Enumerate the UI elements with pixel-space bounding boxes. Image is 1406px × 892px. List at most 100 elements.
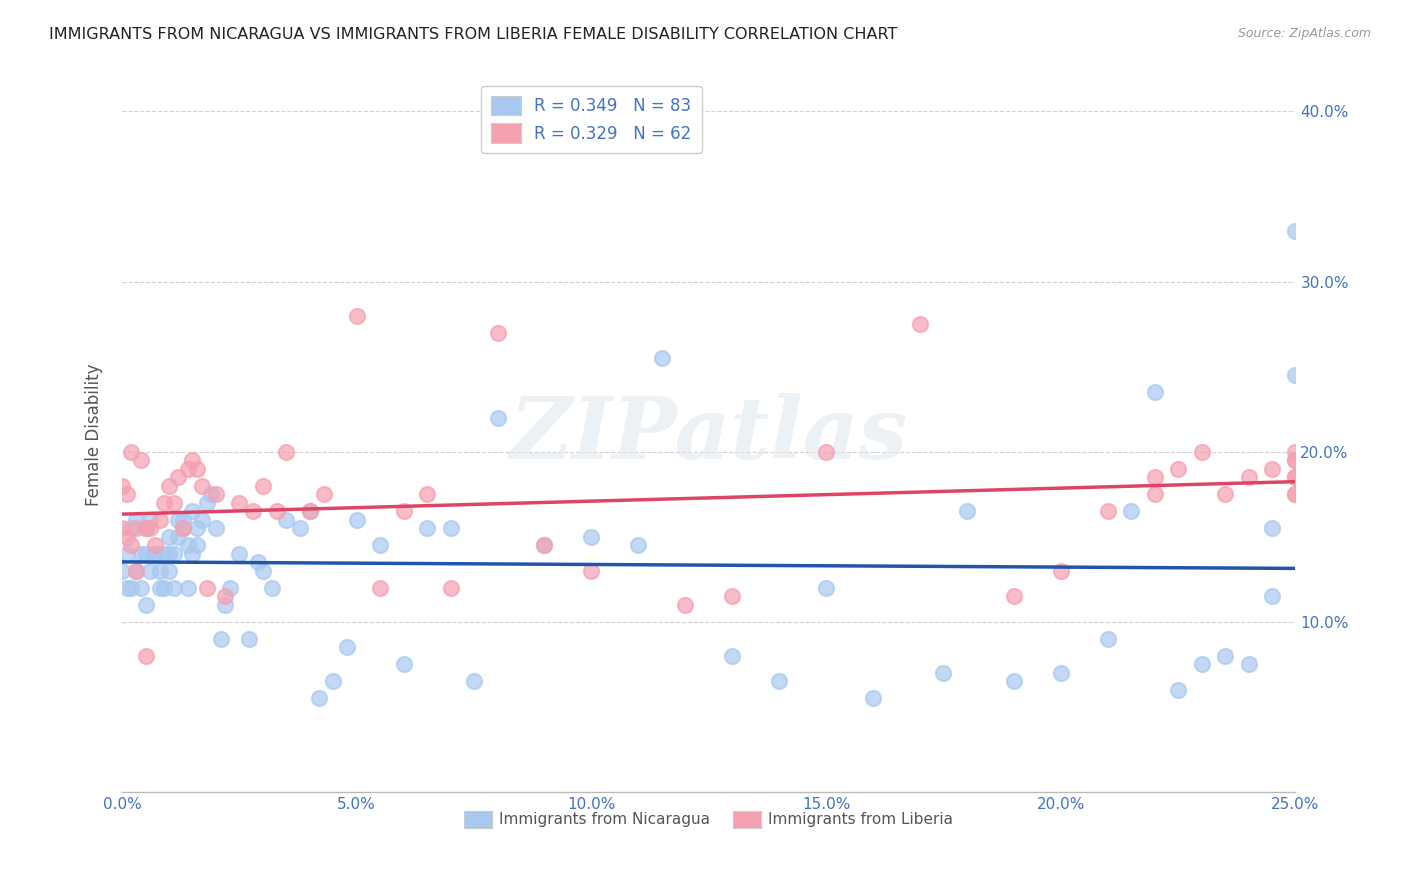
Point xyxy=(172,521,194,535)
Point xyxy=(186,521,208,535)
Point xyxy=(392,504,415,518)
Point xyxy=(1167,682,1189,697)
Text: IMMIGRANTS FROM NICARAGUA VS IMMIGRANTS FROM LIBERIA FEMALE DISABILITY CORRELATI: IMMIGRANTS FROM NICARAGUA VS IMMIGRANTS … xyxy=(49,27,897,42)
Point xyxy=(167,530,190,544)
Point xyxy=(177,538,200,552)
Point xyxy=(721,648,744,663)
Point xyxy=(673,598,696,612)
Point xyxy=(209,632,232,646)
Point xyxy=(200,487,222,501)
Point xyxy=(956,504,979,518)
Point xyxy=(115,530,138,544)
Point xyxy=(1237,657,1260,672)
Point xyxy=(1261,590,1284,604)
Point xyxy=(134,648,156,663)
Point xyxy=(153,581,176,595)
Point xyxy=(134,521,156,535)
Point xyxy=(186,538,208,552)
Text: ZIPatlas: ZIPatlas xyxy=(510,393,908,476)
Point xyxy=(1284,444,1306,458)
Point xyxy=(115,547,138,561)
Point xyxy=(205,487,228,501)
Point xyxy=(219,581,242,595)
Point xyxy=(416,521,439,535)
Point xyxy=(195,581,218,595)
Point xyxy=(167,513,190,527)
Point xyxy=(1284,453,1306,467)
Point xyxy=(276,444,298,458)
Point xyxy=(125,521,148,535)
Point xyxy=(627,538,650,552)
Legend: Immigrants from Nicaragua, Immigrants from Liberia: Immigrants from Nicaragua, Immigrants fr… xyxy=(458,805,959,834)
Point xyxy=(262,581,284,595)
Point xyxy=(486,410,509,425)
Point xyxy=(581,564,603,578)
Point xyxy=(298,504,321,518)
Point xyxy=(247,555,270,569)
Point xyxy=(298,504,321,518)
Point xyxy=(533,538,555,552)
Point xyxy=(439,521,461,535)
Point xyxy=(172,521,194,535)
Point xyxy=(186,461,208,475)
Point xyxy=(120,538,142,552)
Point xyxy=(191,513,214,527)
Point xyxy=(125,564,148,578)
Point xyxy=(533,538,555,552)
Point xyxy=(129,453,152,467)
Point xyxy=(1284,470,1306,484)
Point xyxy=(1143,385,1166,400)
Point xyxy=(1213,648,1236,663)
Point xyxy=(1121,504,1143,518)
Point xyxy=(134,598,156,612)
Point xyxy=(1237,470,1260,484)
Point xyxy=(177,581,200,595)
Point xyxy=(1191,657,1213,672)
Point xyxy=(1284,470,1306,484)
Point xyxy=(416,487,439,501)
Point xyxy=(120,521,142,535)
Point xyxy=(139,513,162,527)
Point xyxy=(157,564,180,578)
Point xyxy=(1284,223,1306,237)
Point xyxy=(322,674,344,689)
Point xyxy=(153,547,176,561)
Point xyxy=(153,496,176,510)
Point xyxy=(143,547,166,561)
Point xyxy=(290,521,312,535)
Point xyxy=(1213,487,1236,501)
Point xyxy=(139,521,162,535)
Point xyxy=(1049,665,1071,680)
Point xyxy=(139,564,162,578)
Point xyxy=(1167,461,1189,475)
Point xyxy=(815,444,838,458)
Point xyxy=(1284,487,1306,501)
Point xyxy=(157,479,180,493)
Point xyxy=(242,504,264,518)
Point xyxy=(228,547,250,561)
Point xyxy=(120,444,142,458)
Point xyxy=(1002,590,1025,604)
Point xyxy=(439,581,461,595)
Point xyxy=(1143,470,1166,484)
Point xyxy=(238,632,260,646)
Point xyxy=(149,581,172,595)
Point xyxy=(143,538,166,552)
Point xyxy=(276,513,298,527)
Point xyxy=(463,674,485,689)
Point xyxy=(115,487,138,501)
Point xyxy=(1097,632,1119,646)
Point xyxy=(581,530,603,544)
Point xyxy=(149,564,172,578)
Point xyxy=(932,665,955,680)
Point xyxy=(312,487,335,501)
Point xyxy=(252,564,274,578)
Point xyxy=(308,691,330,706)
Point xyxy=(120,581,142,595)
Point xyxy=(1284,368,1306,383)
Point xyxy=(111,564,134,578)
Point xyxy=(163,496,186,510)
Point xyxy=(129,547,152,561)
Point xyxy=(266,504,288,518)
Point xyxy=(346,309,368,323)
